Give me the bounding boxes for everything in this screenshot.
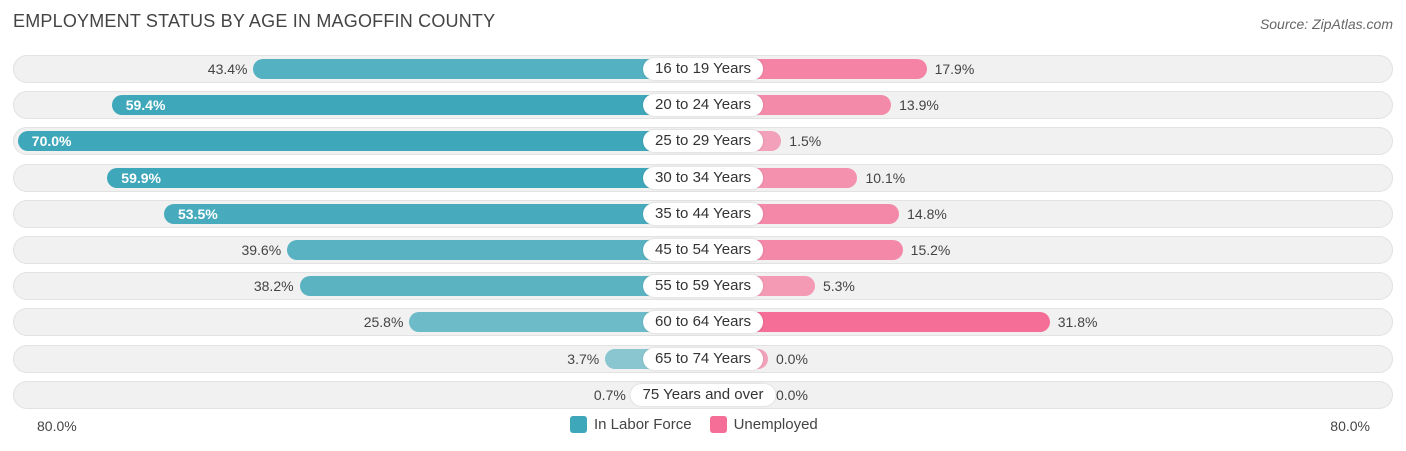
bar-labor-force	[253, 59, 703, 79]
bar-labor-force	[163, 203, 703, 224]
value-label-labor-force: 3.7%	[567, 350, 600, 367]
axis-left-label: 80.0%	[37, 418, 77, 434]
value-label-labor-force: 70.0%	[31, 133, 72, 150]
legend-swatch-unemployed	[709, 416, 727, 433]
bar-labor-force	[17, 131, 703, 152]
bar-labor-force	[409, 312, 703, 333]
value-label-unemployed: 15.2%	[910, 242, 951, 258]
bar-labor-force	[111, 95, 703, 116]
value-label-labor-force: 38.2%	[253, 278, 294, 295]
chart-title: EMPLOYMENT STATUS BY AGE IN MAGOFFIN COU…	[13, 11, 496, 31]
value-label-labor-force: 43.4%	[207, 61, 248, 77]
legend-label-labor: In Labor Force	[594, 416, 692, 433]
value-label-labor-force: 59.9%	[121, 169, 161, 186]
category-label: 75 Years and over	[630, 383, 776, 406]
value-label-unemployed: 31.8%	[1057, 314, 1098, 331]
value-label-unemployed: 17.9%	[934, 61, 975, 77]
axis-right-label: 80.0%	[1330, 418, 1370, 434]
value-label-unemployed: 0.0%	[776, 386, 808, 403]
value-label-unemployed: 14.8%	[907, 205, 947, 222]
bar-labor-force	[287, 240, 703, 260]
legend-swatch-labor	[570, 416, 587, 433]
bar-labor-force	[299, 276, 703, 297]
category-label: 20 to 24 Years	[643, 94, 763, 117]
bar-unemployed	[703, 312, 1050, 333]
category-label: 35 to 44 Years	[643, 202, 763, 225]
category-label: 55 to 59 Years	[643, 275, 763, 298]
value-label-labor-force: 53.5%	[177, 205, 218, 222]
value-label-labor-force: 39.6%	[241, 242, 282, 258]
chart-source: Source: ZipAtlas.com	[1259, 16, 1393, 32]
value-label-labor-force: 59.4%	[125, 97, 166, 114]
value-label-labor-force: 25.8%	[363, 314, 404, 331]
value-label-unemployed: 1.5%	[789, 133, 822, 150]
value-label-labor-force: 0.7%	[593, 386, 626, 403]
category-label: 60 to 64 Years	[643, 311, 763, 334]
bar-labor-force	[107, 167, 703, 188]
value-label-unemployed: 10.1%	[865, 169, 906, 186]
category-label: 30 to 34 Years	[643, 166, 763, 189]
category-label: 16 to 19 Years	[643, 58, 763, 80]
category-label: 25 to 29 Years	[643, 130, 763, 153]
value-label-unemployed: 5.3%	[822, 278, 855, 295]
legend-label-unemployed: Unemployed	[733, 416, 818, 433]
legend: In Labor Force Unemployed	[570, 416, 836, 433]
category-label: 45 to 54 Years	[643, 239, 763, 261]
legend-item-unemployed: Unemployed	[709, 416, 818, 433]
value-label-unemployed: 0.0%	[776, 350, 808, 367]
legend-item-labor: In Labor Force	[570, 416, 692, 433]
value-label-unemployed: 13.9%	[899, 97, 939, 114]
category-label: 65 to 74 Years	[643, 347, 763, 370]
